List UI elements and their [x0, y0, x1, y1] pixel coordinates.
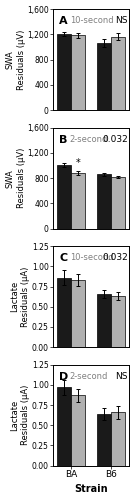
Text: NS: NS [115, 16, 128, 25]
Bar [111, 36, 124, 110]
Bar [71, 36, 85, 110]
Bar [71, 280, 85, 347]
Text: A: A [59, 16, 68, 26]
Bar [71, 396, 85, 466]
Text: 2-second: 2-second [70, 134, 108, 143]
Y-axis label: SWA
Residuals (μV): SWA Residuals (μV) [6, 148, 26, 208]
Text: B: B [59, 134, 68, 144]
Text: D: D [59, 372, 68, 382]
Bar [111, 296, 124, 347]
Y-axis label: SWA
Residuals (μV): SWA Residuals (μV) [6, 30, 26, 90]
Y-axis label: Lactate
Residuals (μA): Lactate Residuals (μA) [10, 385, 30, 446]
Bar [57, 165, 71, 228]
Bar [97, 294, 111, 347]
Bar [57, 387, 71, 466]
Text: NS: NS [115, 372, 128, 380]
Text: 0.032: 0.032 [102, 134, 128, 143]
Bar [97, 174, 111, 229]
X-axis label: Strain: Strain [74, 484, 108, 494]
Bar [111, 177, 124, 229]
Text: 10-second: 10-second [70, 16, 113, 25]
Bar [57, 278, 71, 347]
Bar [97, 43, 111, 110]
Text: 0.032: 0.032 [102, 253, 128, 262]
Text: *: * [76, 158, 80, 168]
Bar [111, 412, 124, 466]
Bar [57, 34, 71, 110]
Y-axis label: Lactate
Residuals (μA): Lactate Residuals (μA) [10, 266, 30, 327]
Text: 10-second: 10-second [70, 253, 113, 262]
Text: C: C [59, 253, 67, 263]
Text: 2-second: 2-second [70, 372, 108, 380]
Bar [71, 173, 85, 229]
Bar [97, 414, 111, 466]
